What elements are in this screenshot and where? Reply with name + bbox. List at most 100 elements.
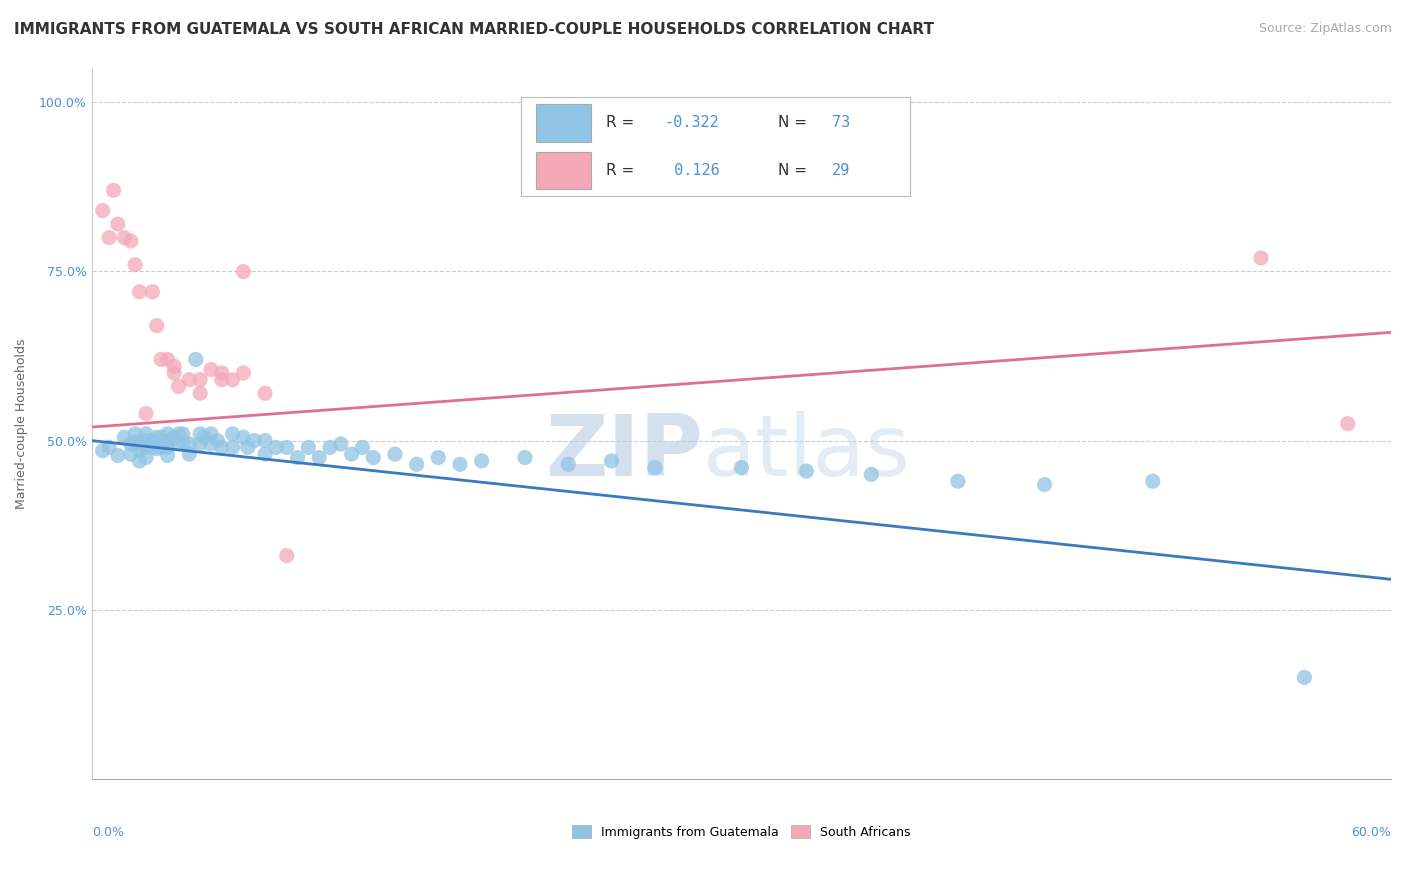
Point [946, 474, 969, 488]
Point [860, 467, 883, 482]
Point [135, 441, 157, 455]
Point [98, 230, 121, 244]
Point [287, 450, 309, 465]
Point [319, 441, 342, 455]
Point [146, 318, 169, 333]
Point [1337, 417, 1360, 431]
Point [124, 434, 146, 449]
Point [150, 430, 173, 444]
Point [1250, 251, 1272, 265]
Point [124, 258, 146, 272]
Point [120, 447, 142, 461]
Point [200, 437, 222, 451]
Point [211, 373, 233, 387]
Point [179, 437, 201, 451]
Point [150, 441, 173, 455]
Text: IMMIGRANTS FROM GUATEMALA VS SOUTH AFRICAN MARRIED-COUPLE HOUSEHOLDS CORRELATION: IMMIGRANTS FROM GUATEMALA VS SOUTH AFRIC… [14, 22, 934, 37]
Point [112, 430, 135, 444]
Point [91, 443, 114, 458]
Point [200, 426, 222, 441]
Point [221, 426, 243, 441]
Point [211, 366, 233, 380]
Point [254, 434, 277, 448]
Point [600, 454, 623, 468]
Point [172, 426, 194, 441]
Point [276, 549, 298, 563]
Point [188, 373, 211, 387]
Point [135, 434, 157, 448]
Point [207, 434, 229, 448]
Point [163, 366, 186, 380]
Point [146, 442, 169, 456]
Point [135, 450, 157, 465]
Point [141, 434, 163, 448]
Point [384, 447, 406, 461]
Point [156, 449, 179, 463]
Point [254, 447, 277, 461]
Point [150, 352, 173, 367]
Point [120, 437, 142, 451]
Point [167, 426, 190, 441]
Point [188, 386, 211, 401]
Point [107, 449, 129, 463]
Point [193, 430, 215, 444]
Point [163, 359, 186, 374]
Point [352, 441, 374, 455]
Point [167, 437, 190, 451]
Point [471, 454, 494, 468]
Point [297, 441, 319, 455]
Point [128, 437, 150, 451]
Point [232, 430, 254, 444]
Point [184, 352, 207, 367]
Point [172, 434, 194, 449]
Point [179, 447, 201, 461]
Point [730, 460, 752, 475]
Point [211, 441, 233, 455]
Point [405, 458, 427, 472]
Point [179, 373, 201, 387]
Point [232, 366, 254, 380]
Point [156, 352, 179, 367]
Point [449, 458, 471, 472]
Point [200, 362, 222, 376]
Point [1142, 474, 1164, 488]
Point [243, 434, 266, 448]
Point [128, 454, 150, 468]
Point [124, 426, 146, 441]
Point [254, 386, 277, 401]
Point [264, 441, 287, 455]
Point [146, 430, 169, 444]
Point [513, 450, 536, 465]
Text: 0.0%: 0.0% [91, 826, 124, 839]
Legend: Immigrants from Guatemala, South Africans: Immigrants from Guatemala, South African… [567, 820, 915, 844]
Point [221, 373, 243, 387]
Point [232, 264, 254, 278]
Point [141, 441, 163, 455]
Point [188, 426, 211, 441]
Point [91, 203, 114, 218]
Point [120, 234, 142, 248]
Point [329, 437, 352, 451]
Point [128, 285, 150, 299]
Point [156, 426, 179, 441]
Point [98, 441, 121, 455]
Point [796, 464, 818, 478]
Point [188, 437, 211, 451]
Point [236, 441, 259, 455]
Point [308, 450, 330, 465]
Point [103, 183, 125, 197]
Point [163, 430, 186, 444]
Point [427, 450, 450, 465]
Text: atlas: atlas [703, 410, 911, 493]
Point [112, 230, 135, 244]
Point [141, 285, 163, 299]
Point [1033, 477, 1056, 491]
Y-axis label: Married-couple Households: Married-couple Households [15, 338, 28, 509]
Text: ZIP: ZIP [544, 410, 703, 493]
Point [135, 407, 157, 421]
Point [107, 217, 129, 231]
Point [221, 441, 243, 455]
Point [156, 434, 179, 448]
Text: Source: ZipAtlas.com: Source: ZipAtlas.com [1258, 22, 1392, 36]
Point [135, 426, 157, 441]
